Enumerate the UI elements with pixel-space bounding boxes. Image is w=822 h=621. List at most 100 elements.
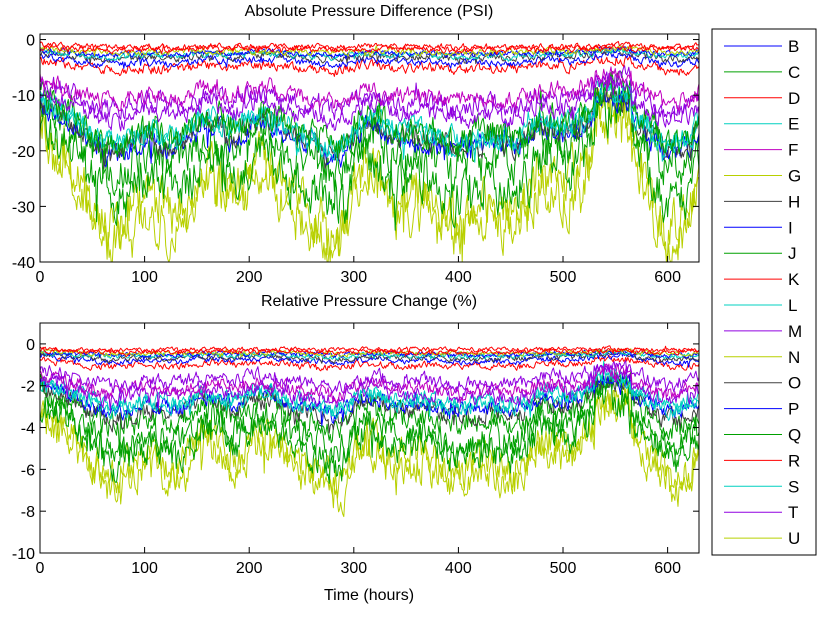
x-tick-label: 0 [36, 560, 45, 577]
legend-item-u: U [724, 529, 800, 548]
x-tick-label: 300 [340, 560, 367, 577]
y-tick-label: -40 [12, 255, 35, 272]
y-tick-label: -10 [12, 546, 35, 563]
legend-label: J [788, 244, 797, 263]
bottom-x-axis-label: Time (hours) [324, 587, 414, 604]
y-tick-label: -4 [21, 421, 35, 438]
legend-item-b: B [724, 37, 799, 56]
legend-item-c: C [724, 63, 800, 82]
legend-label: I [788, 218, 793, 237]
x-tick-label: 200 [236, 269, 263, 286]
series-line-k [40, 345, 699, 355]
series-line-t [40, 359, 699, 394]
legend-item-m: M [724, 322, 802, 341]
legend-item-l: L [724, 296, 797, 315]
legend-item-e: E [724, 115, 799, 134]
series-line-g [40, 348, 699, 358]
legend-label: N [788, 348, 800, 367]
series-line-f [40, 66, 699, 112]
series-line-d [40, 55, 699, 77]
series-line-q [40, 87, 699, 231]
legend-label: T [788, 503, 798, 522]
x-tick-label: 0 [36, 269, 45, 286]
legend-label: O [788, 374, 801, 393]
legend-item-p: P [724, 400, 799, 419]
legend-label: C [788, 63, 800, 82]
y-tick-label: -2 [21, 379, 35, 396]
series-line-c [40, 370, 699, 469]
x-tick-label: 200 [236, 560, 263, 577]
y-tick-label: -6 [21, 462, 35, 479]
top-axes-frame [39, 33, 700, 263]
x-tick-label: 100 [131, 560, 158, 577]
x-tick-label: 500 [550, 269, 577, 286]
legend-label: K [788, 270, 800, 289]
legend-item-s: S [724, 477, 799, 496]
top-chart-title: Absolute Pressure Difference (PSI) [245, 3, 494, 20]
series-line-e [40, 47, 699, 62]
y-tick-label: -10 [12, 88, 35, 105]
bottom-axes-frame [39, 322, 700, 554]
y-tick-label: -20 [12, 144, 35, 161]
series-line-j [40, 372, 699, 457]
x-tick-label: 400 [445, 560, 472, 577]
legend-item-j: J [724, 244, 797, 263]
legend-label: L [788, 296, 797, 315]
legend-item-d: D [724, 89, 800, 108]
legend-item-i: I [724, 218, 793, 237]
legend-label: E [788, 115, 799, 134]
x-tick-label: 600 [654, 269, 681, 286]
bottom-chart-title: Relative Pressure Change (%) [261, 293, 477, 310]
x-tick-label: 400 [445, 269, 472, 286]
x-tick-label: 500 [550, 560, 577, 577]
x-tick-label: 100 [131, 269, 158, 286]
legend-label: F [788, 141, 798, 160]
legend-item-q: Q [724, 426, 801, 445]
series-line-b [40, 352, 699, 368]
top-y-ticks: 0 -10 -20 -30 -40 [12, 33, 699, 272]
y-tick-label: -30 [12, 199, 35, 216]
series-line-i [40, 374, 699, 427]
legend-label: P [788, 400, 799, 419]
legend-label: H [788, 192, 800, 211]
y-tick-label: 0 [26, 33, 35, 50]
series-line-p [40, 349, 699, 361]
series-line-n [40, 86, 699, 262]
series-line-f [40, 363, 699, 404]
bottom-x-ticks: 0 100 200 300 400 500 600 [36, 323, 681, 577]
series-line-l [40, 368, 699, 421]
y-tick-label: -8 [21, 504, 35, 521]
top-panel: Absolute Pressure Difference (PSI) 0 100 2… [12, 3, 700, 286]
x-tick-label: 600 [654, 560, 681, 577]
top-series-lines [40, 40, 699, 262]
legend-item-t: T [724, 503, 798, 522]
legend-label: S [788, 477, 799, 496]
legend-item-o: O [724, 374, 801, 393]
top-plot-area [40, 34, 699, 262]
series-line-k [40, 40, 699, 53]
x-tick-label: 300 [340, 269, 367, 286]
legend-label: R [788, 451, 800, 470]
legend-item-h: H [724, 192, 800, 211]
legend-label: M [788, 322, 802, 341]
series-line-h [40, 86, 699, 170]
legend-box [711, 28, 817, 556]
series-line-t [40, 65, 699, 120]
legend-item-r: R [724, 451, 800, 470]
legend-item-g: G [724, 167, 801, 186]
legend-label: D [788, 89, 800, 108]
series-line-d [40, 355, 699, 372]
legend-item-f: F [724, 141, 798, 160]
legend-item-k: K [724, 270, 800, 289]
bottom-panel: Relative Pressure Change (%) 0 100 200 300 4… [12, 293, 700, 604]
legend-label: Q [788, 426, 801, 445]
legend-item-n: N [724, 348, 800, 367]
legend-label: U [788, 529, 800, 548]
series-line-e [40, 349, 699, 361]
legend-label: G [788, 167, 801, 186]
legend-label: B [788, 37, 799, 56]
